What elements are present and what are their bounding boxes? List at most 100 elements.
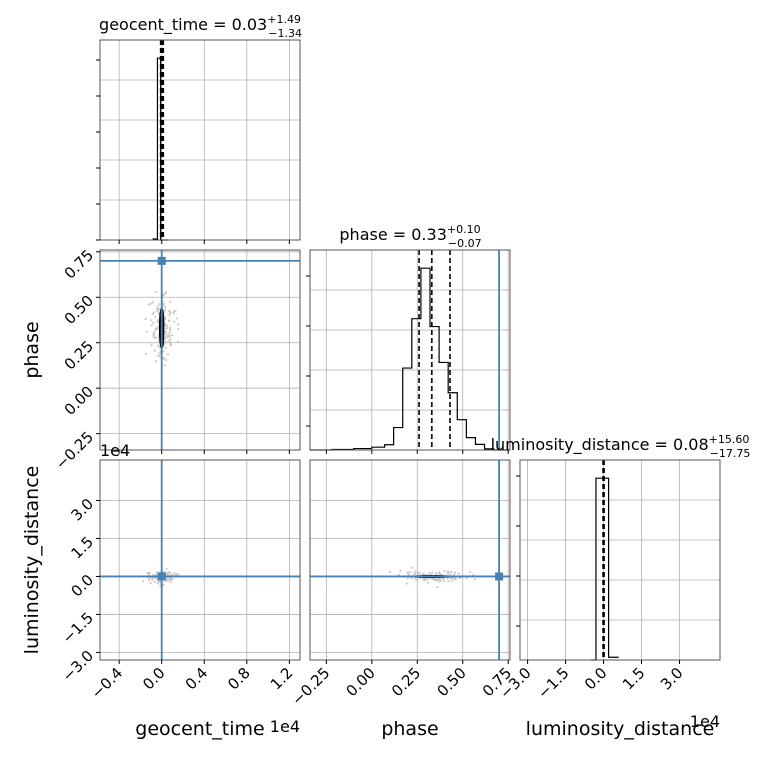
sample-point bbox=[163, 337, 167, 341]
truth-marker bbox=[157, 572, 166, 581]
sample-point bbox=[156, 307, 159, 311]
panel-frame bbox=[99, 249, 301, 451]
sample-point bbox=[155, 290, 158, 294]
tick-label: −0.4 bbox=[88, 664, 126, 702]
title-lower-error: −0.07 bbox=[448, 237, 482, 250]
sample-point bbox=[414, 570, 417, 573]
sample-point bbox=[405, 582, 408, 585]
tick-label: 0.50 bbox=[433, 664, 469, 700]
sample-point bbox=[422, 578, 426, 581]
sample-point bbox=[169, 329, 172, 332]
sample-point bbox=[164, 335, 167, 338]
sample-point bbox=[145, 330, 148, 333]
sample-point bbox=[452, 573, 456, 576]
panel-title-phase: phase = 0.33+0.10 bbox=[339, 223, 480, 244]
sample-point bbox=[164, 318, 167, 321]
tick-label: 1.5 bbox=[67, 533, 97, 563]
sample-point bbox=[169, 311, 172, 315]
sample-point bbox=[450, 579, 454, 583]
sample-point bbox=[144, 317, 147, 320]
offset-note-geocent_time: 1e4 bbox=[270, 717, 300, 736]
sample-point bbox=[164, 291, 168, 295]
sample-point bbox=[157, 312, 160, 315]
sample-point bbox=[426, 581, 430, 584]
sample-point bbox=[159, 584, 162, 587]
sample-point bbox=[424, 577, 427, 581]
sample-point bbox=[165, 567, 168, 571]
sample-point bbox=[169, 344, 172, 347]
sample-point bbox=[156, 327, 160, 330]
tick-label: 3.0 bbox=[657, 664, 687, 694]
sample-point bbox=[410, 577, 413, 580]
title-main: luminosity_distance = 0.08 bbox=[491, 435, 709, 455]
title-upper-error: +15.60 bbox=[709, 433, 750, 446]
sample-point bbox=[447, 571, 450, 575]
tick-label: 1.5 bbox=[619, 664, 649, 694]
tick-label: 0.75 bbox=[61, 246, 97, 282]
sample-point bbox=[447, 580, 450, 583]
sample-point bbox=[152, 321, 155, 324]
tick-label: 3.0 bbox=[67, 495, 97, 525]
title-upper-error: +0.10 bbox=[447, 223, 481, 236]
sample-point bbox=[148, 571, 151, 574]
panel-frame bbox=[99, 459, 301, 661]
sample-point bbox=[166, 353, 170, 356]
title-lower-error: −17.75 bbox=[710, 447, 751, 460]
sample-point bbox=[169, 300, 172, 303]
sample-point bbox=[446, 570, 450, 573]
tick-label: 0.8 bbox=[224, 664, 254, 694]
sample-point bbox=[165, 358, 168, 362]
sample-point bbox=[399, 569, 402, 572]
sample-point bbox=[157, 325, 160, 328]
sample-point bbox=[163, 341, 166, 344]
sample-point bbox=[438, 572, 441, 575]
sample-point bbox=[454, 571, 457, 574]
sample-point bbox=[165, 327, 168, 330]
tick-label: 0.0 bbox=[139, 664, 169, 694]
panel-frame bbox=[99, 39, 301, 241]
sample-point bbox=[164, 330, 167, 333]
sample-point bbox=[449, 570, 452, 574]
sample-point bbox=[166, 336, 169, 339]
sample-point bbox=[151, 300, 154, 304]
sample-point bbox=[429, 573, 432, 576]
sample-point bbox=[164, 316, 167, 319]
sample-point bbox=[442, 579, 445, 583]
truth-marker bbox=[495, 572, 504, 581]
panel-title-luminosity_distance: luminosity_distance = 0.08+15.60 bbox=[491, 433, 750, 455]
sample-point bbox=[170, 577, 173, 580]
sample-point bbox=[145, 352, 148, 355]
x-axis-label-luminosity_distance: luminosity_distance bbox=[526, 718, 715, 740]
panel-frame bbox=[519, 459, 721, 661]
sample-point bbox=[152, 332, 156, 335]
sample-point bbox=[177, 573, 180, 576]
tick-label: 0.50 bbox=[61, 292, 97, 328]
sample-point bbox=[436, 585, 439, 589]
sample-point bbox=[167, 334, 170, 337]
sample-point bbox=[172, 311, 175, 315]
sample-point bbox=[173, 320, 176, 323]
sample-point bbox=[153, 315, 157, 319]
sample-point bbox=[406, 577, 409, 580]
sample-point bbox=[147, 303, 150, 306]
sample-point bbox=[147, 578, 151, 582]
x-axis-label-phase: phase bbox=[381, 718, 438, 740]
sample-point bbox=[153, 349, 156, 352]
sample-point bbox=[469, 570, 472, 573]
sample-point bbox=[465, 576, 468, 580]
sample-point bbox=[458, 577, 461, 580]
sample-point bbox=[409, 571, 412, 574]
sample-point bbox=[431, 571, 434, 574]
sample-point bbox=[149, 582, 152, 585]
sample-point bbox=[158, 346, 161, 349]
sample-point bbox=[170, 334, 174, 337]
sample-point bbox=[429, 577, 432, 580]
sample-point bbox=[439, 579, 442, 582]
sample-point bbox=[165, 324, 169, 327]
sample-point bbox=[176, 340, 180, 343]
sample-point bbox=[153, 577, 157, 580]
sample-point bbox=[418, 577, 422, 580]
sample-point bbox=[151, 578, 154, 581]
tick-label: 0.4 bbox=[182, 664, 212, 694]
sample-point bbox=[156, 305, 159, 308]
